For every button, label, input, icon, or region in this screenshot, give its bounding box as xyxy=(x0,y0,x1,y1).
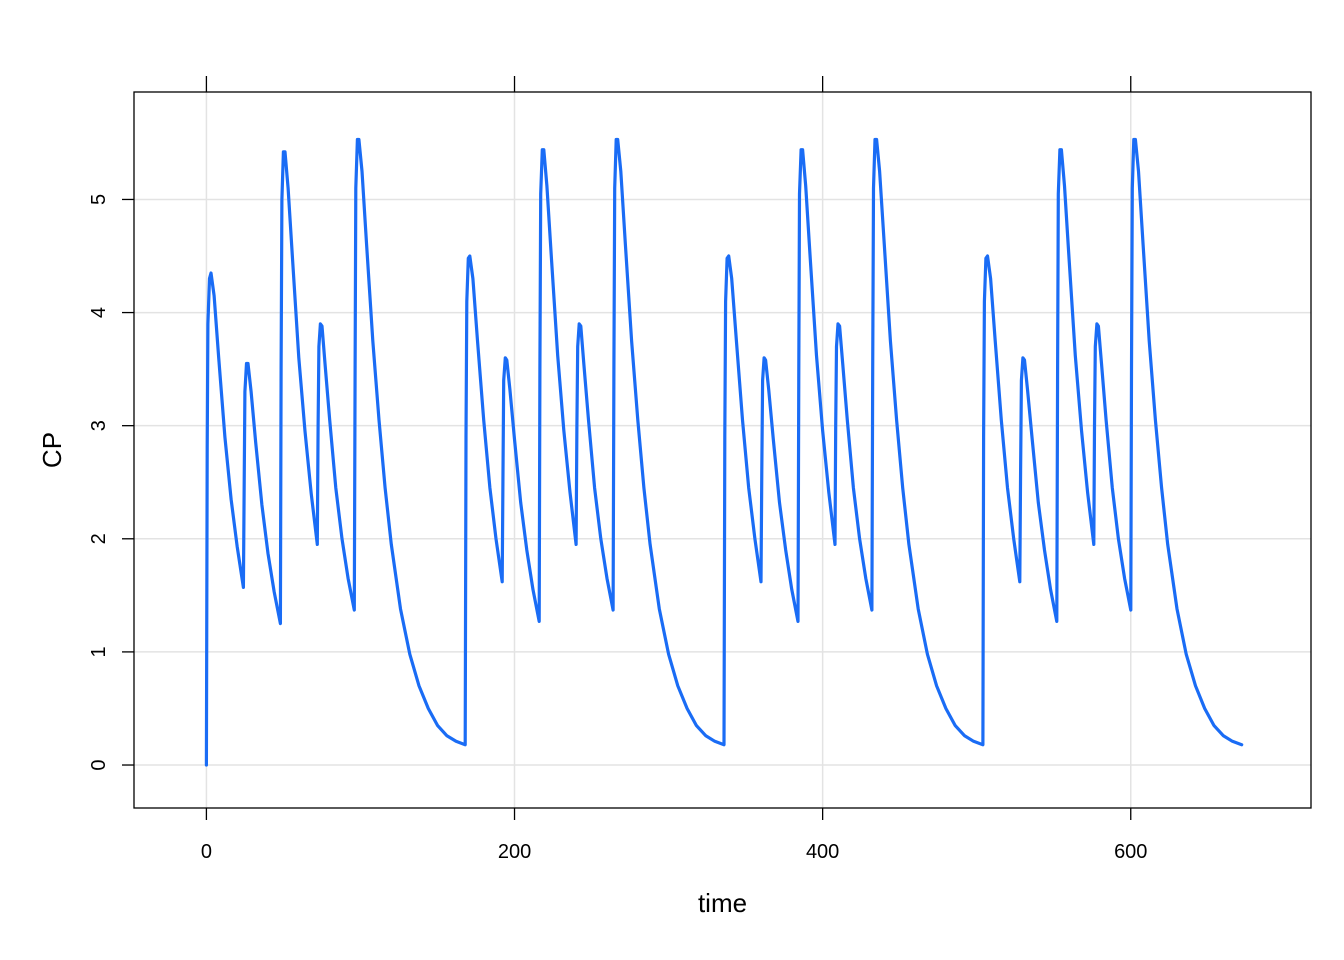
grid-lines xyxy=(134,92,1311,808)
y-axis-title: CP xyxy=(37,432,67,468)
x-tick-label: 400 xyxy=(806,841,839,863)
series-line xyxy=(204,137,1244,767)
x-axis-title: time xyxy=(698,888,747,918)
y-tick-label: 3 xyxy=(88,420,110,431)
y-tick-label: 2 xyxy=(88,533,110,544)
y-tick-label: 5 xyxy=(88,194,110,205)
y-tick-label: 4 xyxy=(88,307,110,318)
y-tick-label: 1 xyxy=(88,646,110,657)
y-tick-label: 0 xyxy=(88,759,110,770)
plot-panel xyxy=(133,91,1312,809)
x-tick-label: 0 xyxy=(201,841,212,863)
axis-ticks: 0 200 400 600 0 1 2 3 4 5 xyxy=(88,76,1147,863)
series-layer xyxy=(204,137,1244,767)
x-tick-label: 600 xyxy=(1114,841,1147,863)
x-tick-label: 200 xyxy=(498,841,531,863)
